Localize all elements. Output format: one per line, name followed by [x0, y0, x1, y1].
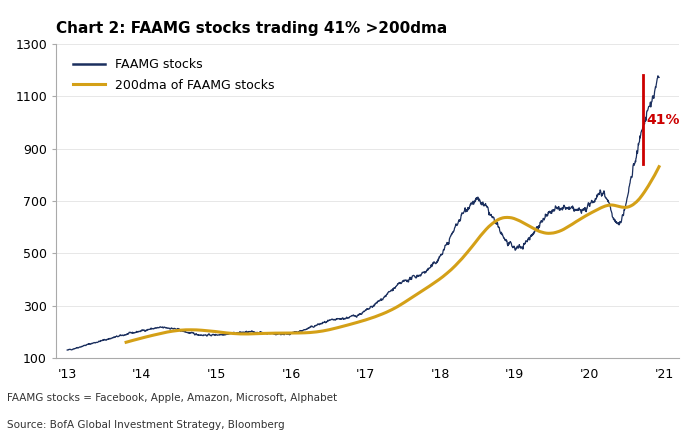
Text: Source: BofA Global Investment Strategy, Bloomberg: Source: BofA Global Investment Strategy,… — [7, 420, 285, 430]
Text: Chart 2: FAAMG stocks trading 41% >200dma: Chart 2: FAAMG stocks trading 41% >200dm… — [56, 21, 447, 35]
Legend: FAAMG stocks, 200dma of FAAMG stocks: FAAMG stocks, 200dma of FAAMG stocks — [69, 53, 279, 97]
Text: 41%: 41% — [646, 113, 680, 127]
Text: FAAMG stocks = Facebook, Apple, Amazon, Microsoft, Alphabet: FAAMG stocks = Facebook, Apple, Amazon, … — [7, 393, 337, 403]
